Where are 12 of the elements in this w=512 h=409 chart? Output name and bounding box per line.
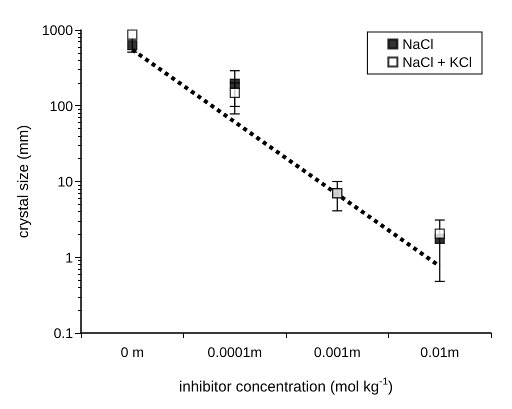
x-tick-label: 0.0001m <box>208 344 262 360</box>
y-axis-title: crystal size (mm) <box>15 124 32 238</box>
y-tick-label: 1000 <box>42 22 74 38</box>
legend-label: NaCl + KCl <box>402 54 472 70</box>
x-tick-label: 0.01m <box>420 344 460 360</box>
x-tick-label: 0 m <box>120 344 144 360</box>
legend-label: NaCl <box>402 36 434 52</box>
y-tick-label: 0.1 <box>54 325 74 341</box>
x-tick-label: 0.001m <box>314 344 361 360</box>
y-tick-label: 1 <box>65 249 74 266</box>
y-tick-label: 100 <box>50 98 74 114</box>
y-tick-label: 10 <box>57 174 74 190</box>
